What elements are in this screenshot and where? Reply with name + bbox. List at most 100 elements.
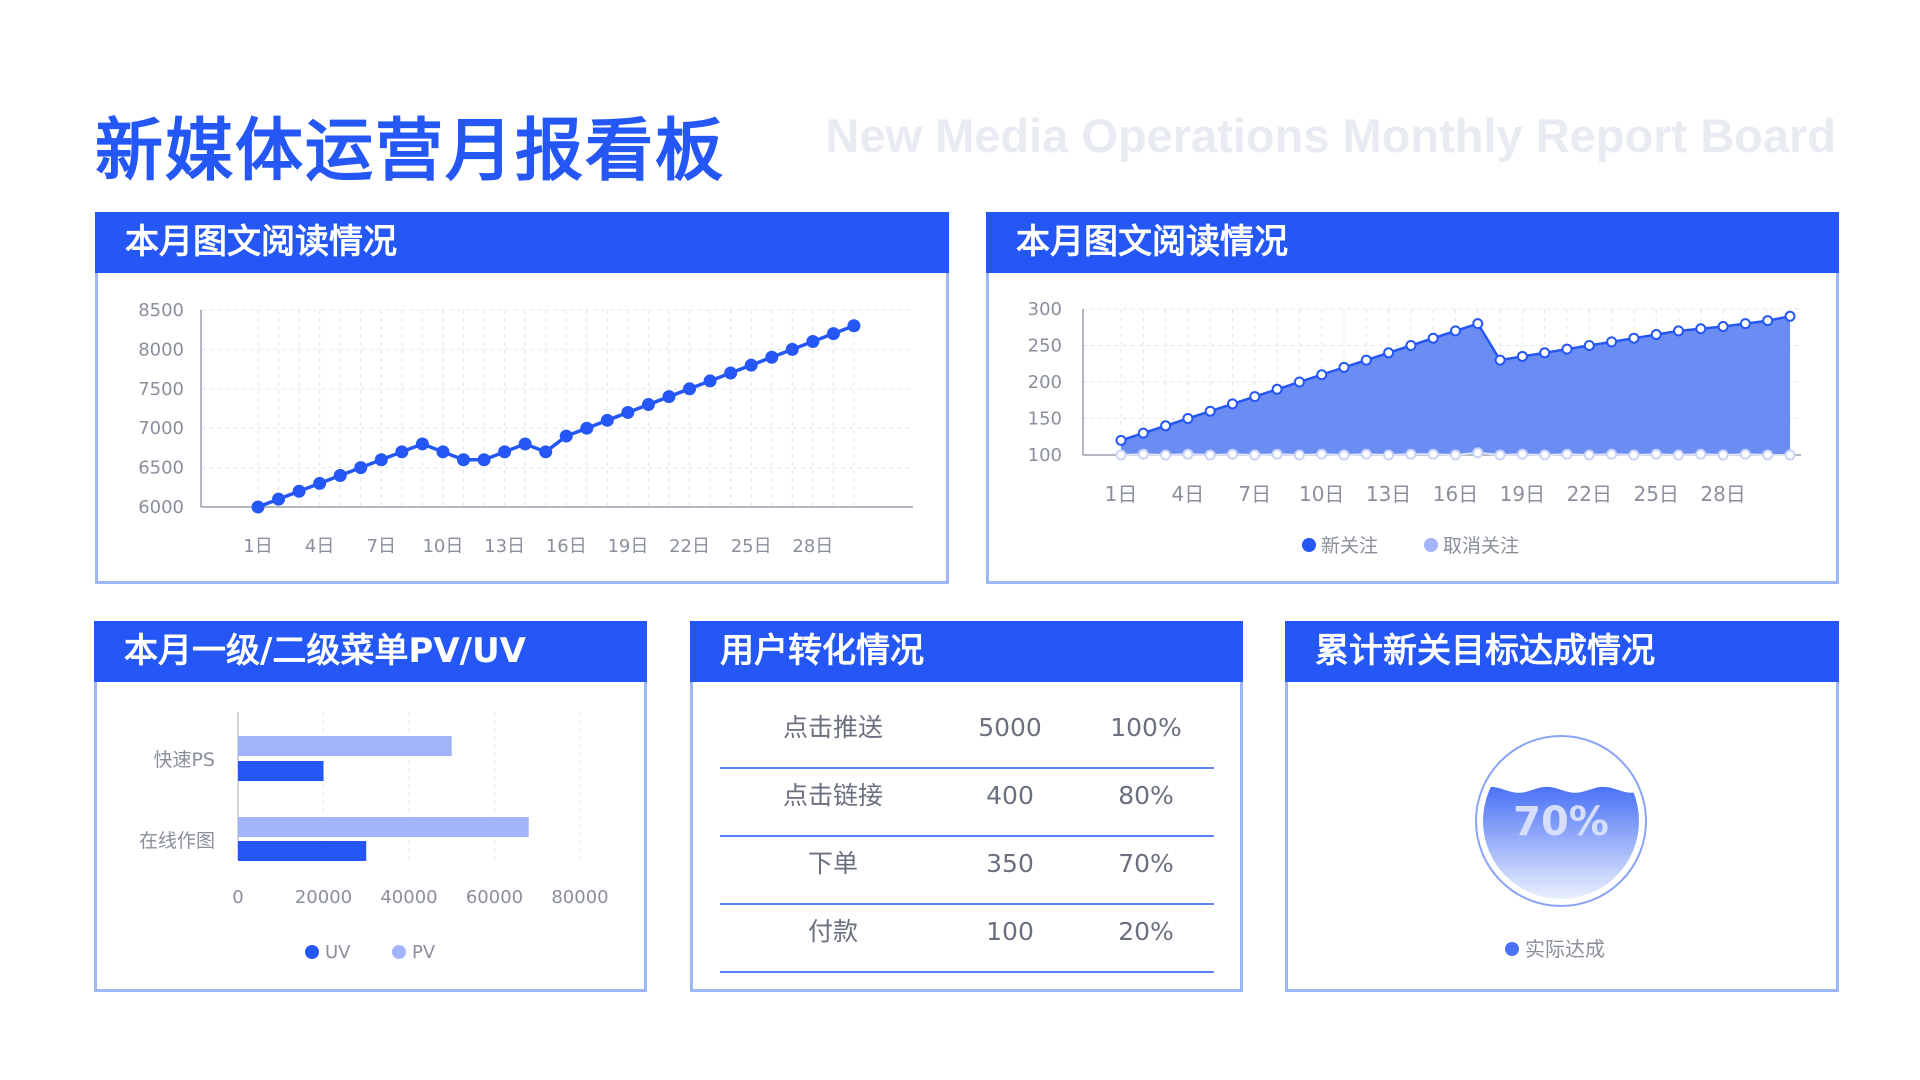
chart2-point-new xyxy=(1160,420,1172,432)
chart1-point xyxy=(641,398,655,412)
chart2-x-tick: 7日 xyxy=(1238,482,1271,506)
conversion-table-cell: 20% xyxy=(1118,917,1174,946)
chart1-point xyxy=(395,445,409,459)
gauge-value-label: 70% xyxy=(1513,799,1609,845)
chart2-point-unfollow xyxy=(1360,448,1372,460)
conversion-table-cell: 70% xyxy=(1118,849,1174,878)
chart2-point-new xyxy=(1450,325,1461,337)
chart1-y-tick: 8000 xyxy=(138,339,184,360)
chart2-point-new xyxy=(1249,391,1261,403)
chart2-x-tick: 22日 xyxy=(1567,482,1612,506)
chart3-category-label: 快速PS xyxy=(153,749,215,771)
chart2-point-unfollow xyxy=(1695,448,1707,460)
target-gauge: 70% 实际达成 xyxy=(1475,735,1647,961)
chart1-y-tick: 6000 xyxy=(138,497,184,518)
chart2-x-tick: 13日 xyxy=(1366,482,1411,506)
chart1-point xyxy=(457,453,470,467)
reading-panel-title: 本月图文阅读情况 xyxy=(95,212,949,273)
chart2-point-new xyxy=(1516,350,1528,362)
conversion-table-cell: 350 xyxy=(986,849,1034,878)
chart3-category-label: 在线作图 xyxy=(139,830,215,852)
chart2-point-new xyxy=(1472,318,1484,330)
chart2-point-new xyxy=(1204,405,1216,417)
chart2-y-tick: 200 xyxy=(1028,372,1062,393)
chart1-point xyxy=(683,382,697,396)
chart2-point-unfollow xyxy=(1673,449,1684,461)
chart1-point xyxy=(518,437,532,451)
chart1-point xyxy=(785,342,799,356)
chart2-point-new xyxy=(1673,325,1684,337)
chart1-point xyxy=(498,445,512,459)
chart1-y-tick: 6500 xyxy=(138,458,184,479)
chart2-x-tick: 1日 xyxy=(1105,482,1138,506)
menu-panel: 本月一级/二级菜单PV/UV 0 20000 40000 60000 80000 快速PS… xyxy=(94,621,647,992)
chart1-point xyxy=(621,405,635,419)
chart1-point xyxy=(333,468,347,482)
chart2-point-unfollow xyxy=(1583,449,1595,461)
chart2-point-new xyxy=(1784,310,1796,322)
chart2-point-unfollow xyxy=(1338,449,1350,461)
chart1-x-tick: 10日 xyxy=(422,536,463,557)
chart1-x-tick: 4日 xyxy=(305,536,334,557)
conversion-table-cell: 下单 xyxy=(808,849,858,878)
chart1-x-tick: 28日 xyxy=(792,536,833,557)
chart2-legend-swatch-new xyxy=(1302,538,1316,552)
chart1-point xyxy=(765,350,779,364)
chart3-legend-swatch-uv xyxy=(305,945,319,959)
chart1-series-line xyxy=(257,324,855,509)
chart1-x-tick: 16日 xyxy=(546,536,587,557)
chart2-point-new xyxy=(1227,398,1238,410)
chart2-point-new xyxy=(1717,321,1729,333)
chart1-x-tick: 1日 xyxy=(243,536,272,557)
chart2-point-new xyxy=(1360,354,1372,366)
chart2-point-unfollow xyxy=(1137,448,1149,460)
gauge-fill xyxy=(1483,786,1639,899)
chart3-bar-uv xyxy=(238,841,367,861)
chart2-point-new xyxy=(1695,323,1707,335)
chart2-point-new xyxy=(1293,376,1305,388)
follow-area-chart: 100 150 200 250 300 1日 4日 7日 10日 13日 16日 19日 22日 25日 2… xyxy=(1028,299,1801,557)
chart3-legend-label-uv: UV xyxy=(325,942,351,963)
chart2-point-unfollow xyxy=(1628,449,1640,461)
chart1-point xyxy=(251,500,265,514)
reading-line-chart: 6000 6500 7000 7500 8000 8500 1日 4日 7日 10日 13日 16日 1… xyxy=(138,300,913,557)
chart2-x-tick: 16日 xyxy=(1433,482,1478,506)
chart2-point-unfollow xyxy=(1516,448,1528,460)
chart2-point-new xyxy=(1739,318,1751,330)
chart2-point-unfollow xyxy=(1561,448,1573,460)
chart1-x-tick: 22日 xyxy=(669,536,710,557)
chart2-point-unfollow xyxy=(1271,448,1283,460)
chart2-point-new xyxy=(1316,369,1328,381)
menu-panel-title: 本月一级/二级菜单PV/UV xyxy=(94,621,647,682)
chart1-point xyxy=(436,445,450,459)
chart1-grid xyxy=(201,309,913,508)
chart2-point-unfollow xyxy=(1160,449,1172,461)
chart1-x-tick: 25日 xyxy=(731,536,772,557)
chart2-point-new xyxy=(1271,383,1283,395)
chart1-point xyxy=(539,445,553,459)
chart2-point-new xyxy=(1427,332,1439,344)
chart2-y-tick: 250 xyxy=(1028,336,1062,357)
chart2-point-new xyxy=(1137,427,1149,439)
chart3-bar-uv xyxy=(238,761,324,781)
chart2-point-unfollow xyxy=(1472,447,1484,459)
chart1-point xyxy=(847,319,861,333)
chart1-point xyxy=(580,421,594,435)
reading-panel: 本月图文阅读情况 6000 6500 7000 7500 8000 8500 1日 4日 7日 1… xyxy=(95,212,949,584)
chart2-point-unfollow xyxy=(1717,449,1729,461)
chart1-point xyxy=(662,390,676,404)
menu-bar-chart: 0 20000 40000 60000 80000 快速PS 在线作图 UV PV xyxy=(139,712,609,963)
chart2-point-new xyxy=(1405,340,1417,351)
chart2-point-new xyxy=(1494,354,1506,366)
chart2-y-tick: 150 xyxy=(1028,409,1062,430)
chart2-point-unfollow xyxy=(1115,449,1127,461)
conversion-table-cell: 点击推送 xyxy=(783,713,883,742)
chart2-point-new xyxy=(1762,315,1774,327)
chart2-area-fill xyxy=(1121,316,1790,455)
chart2-x-tick: 4日 xyxy=(1172,482,1205,506)
page-title: 新媒体运营月报看板 xyxy=(95,112,726,191)
chart2-point-unfollow xyxy=(1316,448,1328,460)
target-panel-title: 累计新关目标达成情况 xyxy=(1285,621,1839,682)
chart2-point-new xyxy=(1115,434,1127,446)
conversion-table-cell: 100 xyxy=(986,917,1034,946)
